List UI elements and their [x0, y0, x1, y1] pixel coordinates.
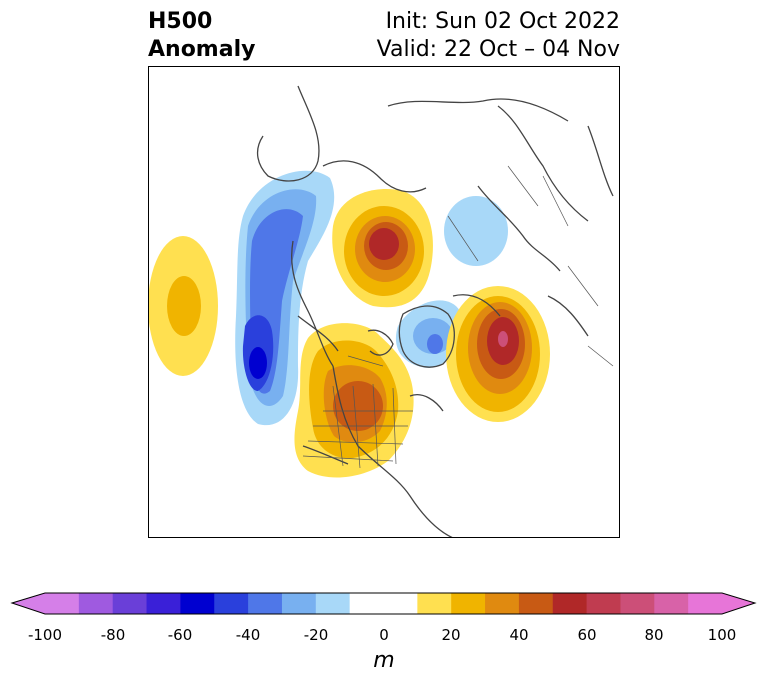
- colorbar-segment: [552, 593, 588, 614]
- colorbar-tick-label: -20: [303, 626, 329, 644]
- anomaly-atlantic-positive: [446, 286, 550, 422]
- colorbar-tick-label: -100: [27, 626, 63, 644]
- anomaly-alaska-negative: [235, 170, 335, 426]
- colorbar-tick-label: 0: [379, 626, 389, 644]
- anomaly-scandinavia-negative: [444, 196, 508, 266]
- colorbar-segment: [281, 593, 317, 614]
- colorbar-segment: [451, 593, 486, 614]
- title-variable: H500: [148, 9, 213, 34]
- colorbar-segment: [112, 593, 148, 614]
- colorbar-segment: [518, 593, 554, 614]
- colorbar-segment: [688, 593, 723, 614]
- colorbar-segment: [315, 593, 351, 614]
- colorbar-segment: [248, 593, 283, 614]
- map-title-left: H500 Anomaly: [148, 8, 255, 64]
- init-date: Init: Sun 02 Oct 2022: [385, 9, 620, 34]
- colorbar-under-arrow: [12, 593, 45, 614]
- colorbar-tick-label: -60: [167, 626, 193, 644]
- colorbar-segment: [146, 593, 181, 614]
- valid-range: Valid: 22 Oct – 04 Nov: [376, 37, 620, 62]
- colorbar-segment: [586, 593, 621, 614]
- colorbar-tick-label: 80: [644, 626, 664, 644]
- colorbar: [10, 592, 757, 615]
- colorbar-segment: [214, 593, 249, 614]
- colorbar-tick-label: -40: [235, 626, 261, 644]
- colorbar-segment: [654, 593, 689, 614]
- colorbar-tick-label: 60: [577, 626, 597, 644]
- colorbar-over-arrow: [722, 593, 755, 614]
- colorbar-segment: [180, 593, 215, 614]
- map-frame: [148, 66, 620, 538]
- anomaly-map: [148, 66, 620, 538]
- colorbar-segment: [620, 593, 655, 614]
- colorbar-segment: [45, 593, 80, 614]
- map-title-right: Init: Sun 02 Oct 2022 Valid: 22 Oct – 04…: [377, 8, 620, 64]
- coastlines: [256, 85, 614, 538]
- anomaly-arctic-positive: [332, 189, 433, 308]
- colorbar-tick-label: 100: [707, 626, 737, 644]
- colorbar-tick-label: -80: [100, 626, 126, 644]
- political-borders: [302, 165, 614, 469]
- colorbar-segment: [78, 593, 114, 614]
- colorbar-outline: [10, 592, 757, 615]
- colorbar-segment: [417, 593, 452, 614]
- colorbar-tick-label: 40: [509, 626, 529, 644]
- anomaly-pacific-positive: [148, 236, 218, 376]
- anomaly-greenland-negative: [395, 300, 463, 368]
- colorbar-unit: m: [373, 648, 395, 673]
- colorbar-segment: [349, 593, 418, 614]
- colorbar-tick-label: 20: [441, 626, 461, 644]
- title-field: Anomaly: [148, 37, 256, 62]
- colorbar-segment: [485, 593, 520, 614]
